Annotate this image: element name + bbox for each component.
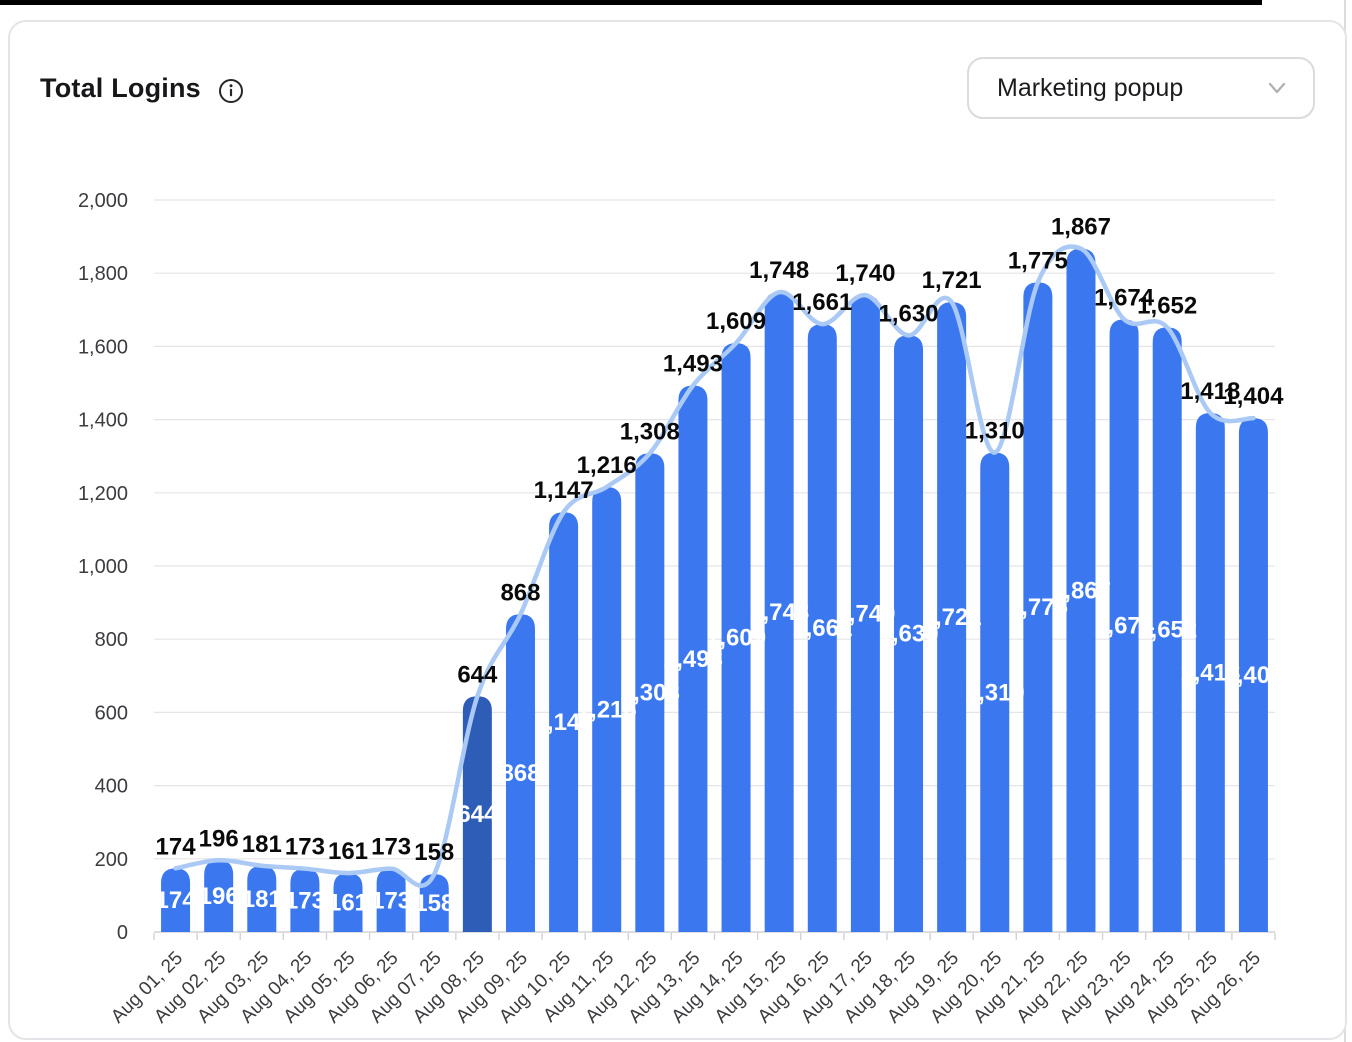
bar[interactable] — [635, 453, 665, 932]
bar-value-label-inner: 158 — [414, 890, 454, 917]
bar-value-label: 1,740 — [835, 260, 895, 287]
bar[interactable] — [1238, 418, 1268, 932]
bar-value-label: 161 — [328, 838, 368, 865]
bar[interactable] — [678, 385, 708, 932]
bar[interactable] — [204, 860, 234, 932]
bar[interactable] — [161, 868, 191, 932]
y-axis-tick-label: 1,000 — [78, 556, 128, 578]
bar-value-label: 1,867 — [1051, 214, 1111, 241]
bar-value-label-inner: 868 — [500, 760, 540, 787]
bar[interactable] — [1023, 282, 1053, 933]
bar[interactable] — [937, 302, 967, 932]
bar-value-label-inner: 1,674 — [1094, 613, 1155, 640]
y-axis-tick-label: 1,200 — [78, 483, 128, 505]
bar-value-label-inner: 161 — [328, 890, 368, 917]
y-axis-tick-label: 1,800 — [78, 263, 128, 285]
bar-value-label-inner: 174 — [156, 887, 197, 914]
chart-title: Total Logins — [40, 73, 201, 103]
bar[interactable] — [290, 868, 320, 932]
bar[interactable] — [333, 873, 363, 932]
bar-value-label: 1,404 — [1223, 383, 1284, 410]
chevron-down-icon — [1268, 82, 1286, 94]
bar-value-label: 1,609 — [706, 308, 766, 335]
bar-value-label: 1,418 — [1180, 378, 1240, 405]
bar-value-label: 1,147 — [534, 477, 594, 504]
bar-value-label: 1,308 — [620, 418, 680, 445]
bar-value-label: 173 — [285, 834, 325, 861]
bar[interactable] — [850, 295, 880, 932]
bar[interactable] — [419, 874, 449, 932]
bar-value-label: 868 — [500, 579, 540, 606]
bar-value-label-inner: 1,721 — [922, 604, 982, 631]
bar[interactable] — [505, 614, 535, 932]
bar-value-label-inner: 1,748 — [749, 599, 809, 626]
bar-value-label-inner: 1,493 — [663, 646, 723, 673]
bar-value-label-inner: 1,740 — [835, 601, 895, 628]
trend-line — [173, 244, 1256, 888]
bar-value-label-inner: 1,867 — [1051, 577, 1111, 604]
bar-value-label-inner: 1,661 — [792, 615, 852, 642]
bar[interactable] — [1109, 319, 1139, 932]
bar[interactable] — [1066, 248, 1096, 933]
bar-value-label-inner: 1,418 — [1180, 660, 1240, 687]
y-axis-tick-label: 0 — [117, 922, 128, 944]
bar[interactable] — [592, 486, 622, 932]
bar-value-label-inner: 1,404 — [1223, 662, 1284, 689]
bar-value-label-inner: 1,652 — [1137, 617, 1197, 644]
bar[interactable] — [1195, 413, 1225, 933]
y-axis-tick-label: 400 — [95, 776, 128, 798]
y-axis-tick-label: 200 — [95, 849, 128, 871]
bar-value-label-inner: 1,609 — [706, 625, 766, 652]
report-filter-dropdown[interactable]: Marketing popup — [967, 57, 1315, 119]
card-header: Total Logins Marketing popup — [10, 22, 1345, 152]
bar-value-label: 1,748 — [749, 257, 809, 284]
bar-value-label-inner: 1,310 — [965, 679, 1025, 706]
bar[interactable] — [894, 335, 924, 932]
bar[interactable] — [247, 865, 277, 932]
bar-value-label-inner: 1,308 — [620, 680, 680, 707]
bar-value-label-inner: 1,216 — [577, 696, 637, 723]
bar-value-label: 1,652 — [1137, 292, 1197, 319]
total-logins-card: Total Logins Marketing popup 0 200 400 600 8… — [8, 20, 1347, 1040]
window-top-edge — [0, 0, 1262, 5]
y-axis-tick-label: 800 — [95, 629, 128, 651]
bar[interactable] — [376, 868, 406, 932]
bar-value-label: 1,216 — [577, 452, 637, 479]
bar-value-label: 196 — [199, 825, 239, 852]
bar-value-label: 173 — [371, 834, 411, 861]
y-axis-tick-label: 1,400 — [78, 410, 128, 432]
bar-value-label-inner: 173 — [285, 887, 325, 914]
total-logins-chart: 0 200 400 600 800 1,000 1,200 1,400 1,600 1,800 2,… — [78, 190, 1284, 1028]
bar-value-label: 1,493 — [663, 351, 723, 378]
info-circle-icon[interactable] — [218, 78, 244, 104]
bar-value-label: 1,630 — [878, 300, 938, 327]
bar-value-label: 1,721 — [922, 267, 982, 294]
bar[interactable] — [1152, 327, 1182, 932]
bar-highlighted[interactable] — [462, 696, 492, 932]
y-axis-tick-label: 2,000 — [78, 190, 128, 212]
bar[interactable] — [549, 512, 579, 932]
bar-value-label: 1,674 — [1094, 284, 1155, 311]
bar-value-label: 174 — [156, 833, 197, 860]
bar-value-label-inner: 1,630 — [878, 621, 938, 648]
bar[interactable] — [764, 292, 794, 932]
bar-value-label-inner: 1,147 — [534, 709, 594, 736]
bar-value-label-inner: 644 — [457, 801, 498, 828]
bar-value-label: 158 — [414, 839, 454, 866]
bar[interactable] — [980, 452, 1010, 932]
bar-value-label-inner: 181 — [242, 886, 282, 913]
bar-value-label: 1,310 — [965, 418, 1025, 445]
bar-value-label-inner: 173 — [371, 887, 411, 914]
y-axis-tick-label: 1,600 — [78, 336, 128, 358]
bar[interactable] — [721, 343, 751, 933]
y-axis-tick-label: 600 — [95, 702, 128, 724]
bar-value-label: 181 — [242, 831, 282, 858]
bar-value-label: 644 — [457, 661, 498, 688]
dropdown-selected-value: Marketing popup — [997, 73, 1184, 102]
bar-value-label: 1,775 — [1008, 247, 1068, 274]
bar-value-label-inner: 1,775 — [1008, 594, 1068, 621]
bar-value-label: 1,661 — [792, 289, 852, 316]
bar-value-label-inner: 196 — [199, 883, 239, 910]
bar[interactable] — [807, 324, 837, 933]
